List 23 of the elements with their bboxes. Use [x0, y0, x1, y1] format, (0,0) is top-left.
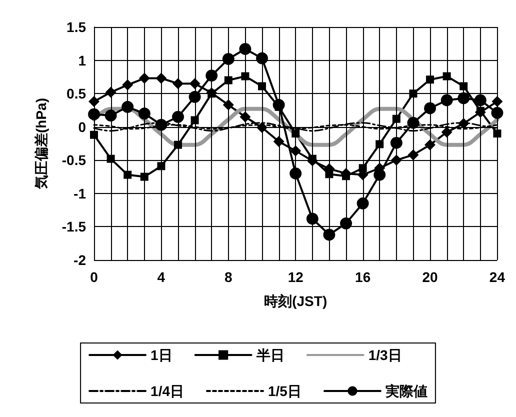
y-tick-label: 1 [78, 52, 86, 68]
x-tick-label: 0 [90, 269, 98, 285]
y-tick-label: 0.5 [66, 86, 86, 102]
y-tick-label: -0.5 [62, 152, 86, 168]
y-axis-title: 気圧偏差(hPa) [33, 98, 49, 190]
x-tick-label: 16 [355, 269, 371, 285]
x-tick-label: 20 [422, 269, 438, 285]
legend-label: 1日 [150, 347, 172, 363]
legend-label: 1/4日 [150, 383, 184, 399]
y-tick-label: -1 [74, 185, 86, 202]
x-tick-label: 4 [157, 269, 166, 285]
y-tick-label: 0 [78, 118, 86, 135]
x-axis-title: 時刻(JST) [264, 293, 328, 309]
legend-label: 1/5日 [268, 383, 302, 399]
y-tick-label: -1.5 [62, 218, 86, 235]
y-tick-label: 1.5 [66, 19, 86, 35]
x-tick-label: 8 [224, 269, 233, 285]
x-tick-label: 24 [489, 269, 506, 285]
x-tick-label: 12 [288, 269, 304, 285]
legend-label: 実際値 [385, 383, 428, 399]
legend-label: 1/3日 [368, 347, 402, 363]
legend-label: 半日 [255, 347, 284, 363]
y-tick-label: -2 [74, 252, 86, 268]
